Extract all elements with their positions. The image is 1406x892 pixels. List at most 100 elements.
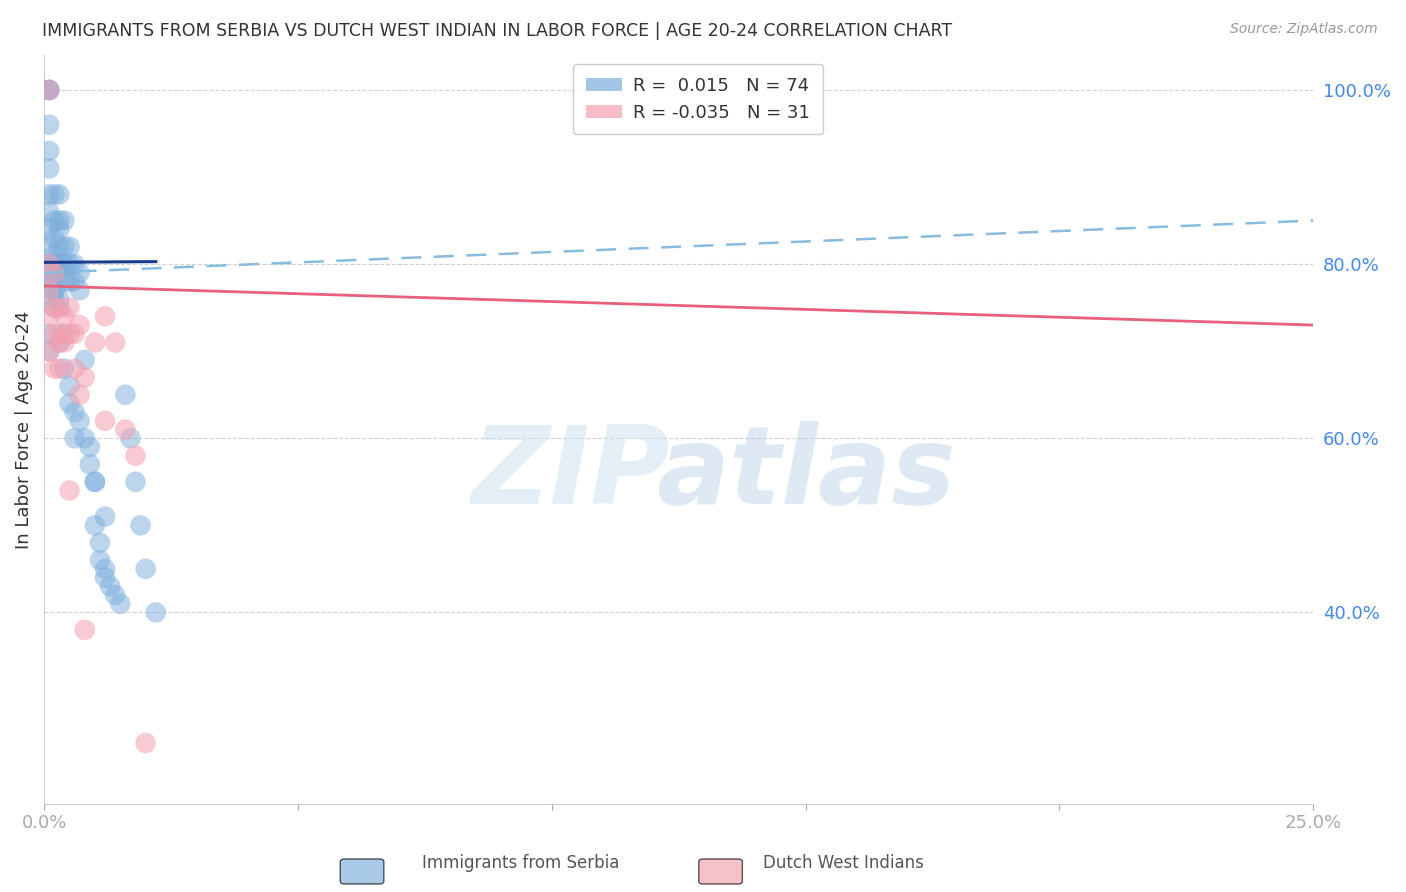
Point	[48, 213, 70, 227]
Point	[38, 283, 60, 297]
Point	[48, 266, 70, 280]
Point	[48, 361, 70, 376]
Point	[44, 248, 66, 262]
Point	[69, 283, 91, 297]
Point	[63, 275, 86, 289]
Point	[38, 240, 60, 254]
Point	[69, 388, 91, 402]
Point	[69, 414, 91, 428]
Text: atlas: atlas	[655, 422, 956, 527]
Point	[38, 344, 60, 359]
Point	[44, 361, 66, 376]
Point	[94, 509, 117, 524]
Point	[44, 266, 66, 280]
Point	[83, 335, 105, 350]
Point	[73, 352, 96, 367]
Point	[124, 449, 146, 463]
Point	[48, 301, 70, 315]
Legend: R =  0.015   N = 74, R = -0.035   N = 31: R = 0.015 N = 74, R = -0.035 N = 31	[574, 64, 823, 135]
Point	[48, 257, 70, 271]
Point	[63, 326, 86, 341]
Text: Immigrants from Serbia: Immigrants from Serbia	[422, 855, 619, 872]
Point	[53, 310, 76, 324]
Y-axis label: In Labor Force | Age 20-24: In Labor Force | Age 20-24	[15, 310, 32, 549]
Point	[44, 266, 66, 280]
Point	[135, 736, 157, 750]
Point	[48, 240, 70, 254]
Point	[44, 326, 66, 341]
Point	[44, 187, 66, 202]
Point	[53, 257, 76, 271]
Text: ZIP: ZIP	[471, 422, 671, 527]
Point	[53, 240, 76, 254]
Point	[79, 458, 101, 472]
Point	[79, 440, 101, 454]
Point	[38, 83, 60, 97]
Point	[48, 292, 70, 306]
Point	[38, 83, 60, 97]
Text: IMMIGRANTS FROM SERBIA VS DUTCH WEST INDIAN IN LABOR FORCE | AGE 20-24 CORRELATI: IMMIGRANTS FROM SERBIA VS DUTCH WEST IND…	[42, 22, 952, 40]
Text: Source: ZipAtlas.com: Source: ZipAtlas.com	[1230, 22, 1378, 37]
Point	[69, 318, 91, 332]
Point	[58, 240, 80, 254]
Point	[38, 161, 60, 176]
Point	[53, 361, 76, 376]
Point	[124, 475, 146, 489]
Point	[89, 535, 111, 549]
Point	[38, 205, 60, 219]
Point	[114, 423, 136, 437]
Point	[69, 266, 91, 280]
Point	[83, 518, 105, 533]
Point	[38, 187, 60, 202]
Point	[48, 326, 70, 341]
Point	[38, 118, 60, 132]
Point	[63, 361, 86, 376]
Point	[44, 231, 66, 245]
Point	[38, 83, 60, 97]
Point	[38, 222, 60, 236]
Point	[38, 326, 60, 341]
Point	[104, 335, 127, 350]
Point	[94, 562, 117, 576]
Point	[38, 275, 60, 289]
Point	[83, 475, 105, 489]
Point	[44, 257, 66, 271]
Point	[94, 414, 117, 428]
Point	[38, 257, 60, 271]
Point	[58, 326, 80, 341]
Point	[48, 335, 70, 350]
Point	[38, 257, 60, 271]
Point	[58, 396, 80, 410]
Point	[63, 257, 86, 271]
Point	[58, 483, 80, 498]
Point	[38, 310, 60, 324]
Point	[48, 301, 70, 315]
Point	[73, 431, 96, 445]
Point	[83, 475, 105, 489]
Point	[73, 370, 96, 384]
Point	[44, 301, 66, 315]
Point	[44, 257, 66, 271]
Point	[114, 388, 136, 402]
Point	[94, 571, 117, 585]
Point	[104, 588, 127, 602]
Point	[44, 292, 66, 306]
Point	[53, 275, 76, 289]
Point	[120, 431, 142, 445]
Point	[89, 553, 111, 567]
Point	[48, 222, 70, 236]
Point	[73, 623, 96, 637]
Point	[145, 606, 167, 620]
Point	[63, 405, 86, 419]
Point	[44, 275, 66, 289]
Point	[38, 344, 60, 359]
Point	[53, 335, 76, 350]
Point	[129, 518, 152, 533]
Point	[48, 187, 70, 202]
Text: Dutch West Indians: Dutch West Indians	[763, 855, 924, 872]
Point	[44, 283, 66, 297]
Point	[58, 275, 80, 289]
Point	[94, 310, 117, 324]
Point	[58, 379, 80, 393]
Point	[38, 83, 60, 97]
